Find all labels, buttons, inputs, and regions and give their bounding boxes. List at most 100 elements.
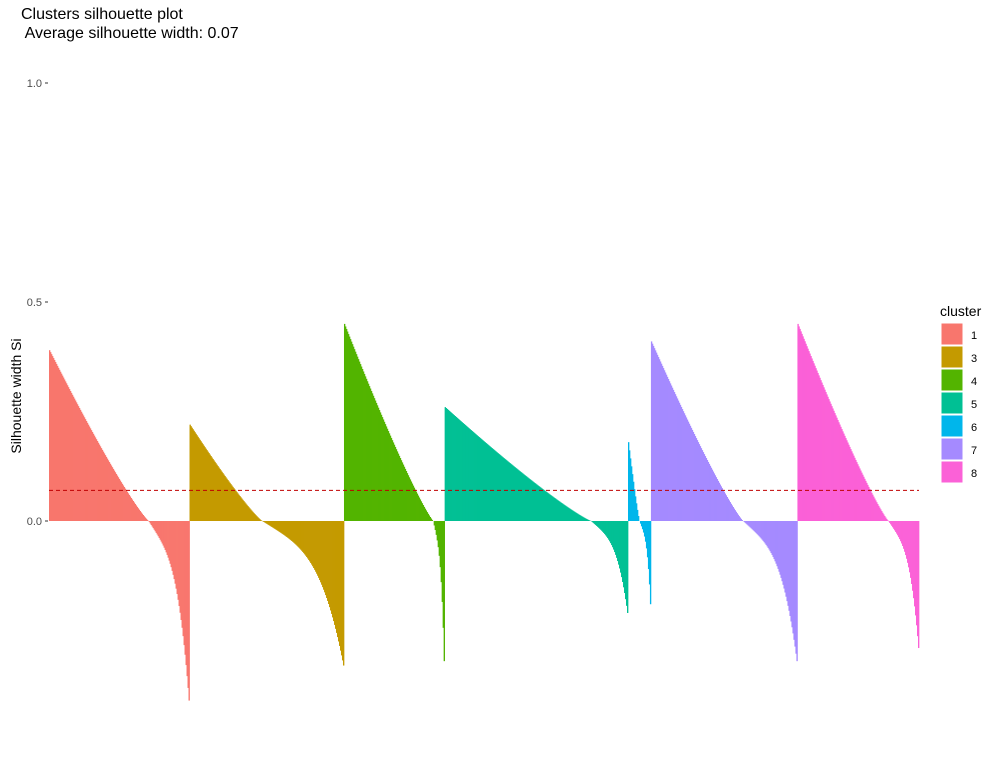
silhouette-bar bbox=[435, 521, 438, 535]
silhouette-bar bbox=[132, 500, 135, 521]
silhouette-bar bbox=[904, 521, 906, 552]
silhouette-bar bbox=[395, 449, 398, 521]
silhouette-bar bbox=[792, 521, 794, 634]
silhouette-bar bbox=[897, 521, 899, 536]
legend-key-6 bbox=[940, 414, 964, 438]
silhouette-bar bbox=[588, 519, 590, 521]
silhouette-bar bbox=[166, 521, 168, 555]
silhouette-bar bbox=[899, 521, 901, 540]
silhouette-bar bbox=[391, 440, 394, 521]
silhouette-bar bbox=[319, 521, 321, 581]
silhouette-bar bbox=[760, 521, 762, 539]
silhouette-bar bbox=[499, 454, 501, 521]
silhouette-bar bbox=[211, 457, 213, 521]
silhouette-bar bbox=[207, 451, 209, 521]
silhouette-bar bbox=[895, 521, 897, 532]
silhouette-bar bbox=[487, 444, 489, 521]
silhouette-bar bbox=[566, 506, 568, 521]
silhouette-bar bbox=[210, 456, 212, 521]
silhouette-bar bbox=[653, 348, 656, 521]
silhouette-bar bbox=[570, 509, 572, 521]
silhouette-bar bbox=[669, 383, 672, 521]
silhouette-bar bbox=[887, 520, 889, 521]
silhouette-bar bbox=[541, 488, 543, 521]
silhouette-bar bbox=[118, 478, 121, 521]
cluster-4-bars bbox=[343, 323, 445, 662]
silhouette-bar bbox=[574, 511, 576, 521]
silhouette-bar bbox=[874, 498, 876, 521]
silhouette-bar bbox=[603, 521, 605, 533]
silhouette-bar bbox=[798, 326, 800, 521]
silhouette-bar bbox=[830, 403, 832, 521]
silhouette-bar bbox=[843, 433, 845, 521]
silhouette-bar bbox=[112, 468, 115, 521]
silhouette-bar bbox=[448, 410, 450, 521]
silhouette-bar bbox=[140, 512, 143, 521]
silhouette-bar bbox=[630, 466, 633, 521]
silhouette-bar bbox=[787, 521, 789, 606]
silhouette-bar bbox=[224, 475, 226, 521]
silhouette-bar bbox=[203, 445, 205, 521]
silhouette-bar bbox=[442, 521, 444, 628]
legend-key-5 bbox=[940, 391, 964, 415]
silhouette-bar bbox=[771, 521, 773, 555]
silhouette-bar bbox=[181, 521, 183, 628]
silhouette-bar bbox=[335, 521, 337, 629]
silhouette-bar bbox=[658, 359, 661, 521]
silhouette-bar bbox=[496, 452, 498, 521]
silhouette-bar bbox=[578, 514, 580, 521]
silhouette-bar bbox=[416, 493, 419, 521]
silhouette-bar bbox=[305, 521, 307, 556]
silhouette-bar bbox=[790, 521, 792, 622]
silhouette-bar bbox=[501, 456, 503, 521]
silhouette-bar bbox=[171, 521, 173, 571]
silhouette-bar bbox=[714, 475, 717, 521]
silhouette-bar bbox=[219, 468, 221, 521]
silhouette-bar bbox=[797, 323, 799, 521]
legend-label-8: 8 bbox=[971, 468, 977, 480]
silhouette-bar bbox=[149, 521, 151, 524]
silhouette-bar bbox=[586, 518, 588, 521]
silhouette-bar bbox=[287, 521, 289, 538]
silhouette-bar bbox=[192, 429, 194, 521]
silhouette-bar bbox=[860, 470, 862, 521]
silhouette-bar bbox=[642, 521, 645, 533]
silhouette-bar bbox=[423, 506, 426, 521]
silhouette-bar bbox=[473, 432, 475, 521]
silhouette-bar bbox=[518, 470, 520, 521]
silhouette-bar bbox=[741, 520, 743, 521]
silhouette-bar bbox=[393, 444, 396, 521]
silhouette-bar bbox=[500, 455, 502, 521]
silhouette-bar bbox=[445, 408, 447, 521]
silhouette-bar bbox=[73, 398, 76, 521]
silhouette-bar bbox=[835, 415, 837, 521]
silhouette-bar bbox=[94, 437, 97, 521]
silhouette-bar bbox=[370, 390, 373, 521]
silhouette-bar bbox=[228, 481, 230, 521]
silhouette-bar bbox=[98, 444, 101, 521]
silhouette-bar bbox=[137, 508, 140, 521]
silhouette-bar bbox=[695, 438, 698, 521]
y-tick-label: 1.0 bbox=[27, 78, 42, 90]
silhouette-bar bbox=[76, 404, 79, 521]
silhouette-bar bbox=[524, 475, 526, 521]
silhouette-bar bbox=[308, 521, 310, 560]
silhouette-bar bbox=[290, 521, 292, 541]
silhouette-bar bbox=[433, 521, 436, 526]
silhouette-bar bbox=[356, 356, 359, 521]
silhouette-bar bbox=[621, 521, 623, 578]
silhouette-bar bbox=[129, 496, 132, 521]
silhouette-bar bbox=[272, 521, 274, 528]
silhouette-bar bbox=[159, 521, 161, 540]
silhouette-bar bbox=[687, 421, 690, 521]
silhouette-bar bbox=[78, 407, 81, 521]
silhouette-bar bbox=[177, 521, 179, 600]
silhouette-bar bbox=[565, 505, 567, 521]
silhouette-bar bbox=[478, 436, 480, 521]
silhouette-bar bbox=[450, 412, 452, 521]
silhouette-bar bbox=[495, 451, 497, 521]
silhouette-bar bbox=[134, 503, 137, 521]
silhouette-bar bbox=[770, 521, 772, 554]
silhouette-bar bbox=[716, 479, 719, 521]
silhouette-bar bbox=[635, 503, 638, 521]
